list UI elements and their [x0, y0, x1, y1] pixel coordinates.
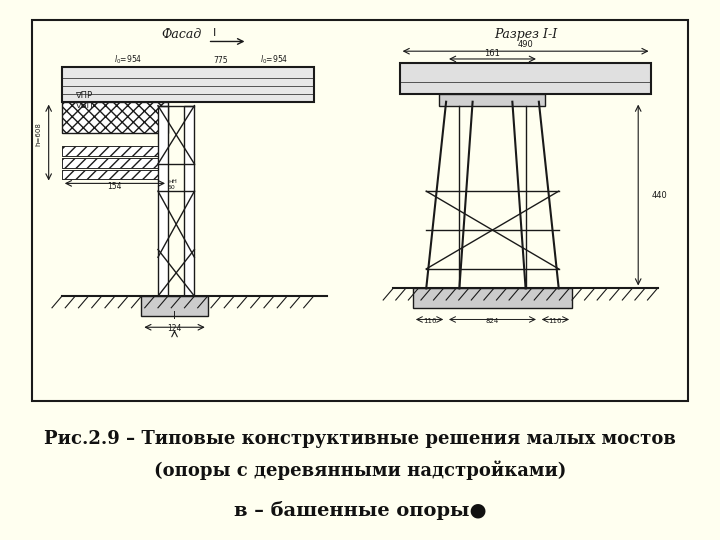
Text: h=608: h=608	[36, 122, 42, 145]
Text: 161: 161	[485, 49, 500, 58]
Text: 775: 775	[214, 56, 228, 65]
Text: 124: 124	[167, 324, 181, 333]
Text: I: I	[173, 312, 176, 321]
Bar	[413, 288, 572, 308]
Bar	[62, 102, 168, 133]
Bar	[184, 106, 194, 296]
Text: 440: 440	[652, 191, 667, 200]
Bar	[62, 146, 168, 156]
Text: Разрез I-I: Разрез I-I	[494, 28, 557, 41]
Text: Фасад: Фасад	[161, 28, 202, 41]
Bar	[62, 170, 168, 179]
Bar	[62, 158, 168, 168]
Text: I: I	[212, 28, 216, 38]
Text: ∇ПР: ∇ПР	[75, 91, 92, 100]
Text: 154: 154	[108, 182, 122, 191]
Bar	[62, 158, 168, 168]
Bar	[439, 94, 546, 106]
Text: $l_0$=954: $l_0$=954	[114, 54, 143, 66]
Bar	[62, 67, 314, 102]
Text: $l_0$=954: $l_0$=954	[260, 54, 288, 66]
Text: (опоры с деревянными надстройками): (опоры с деревянными надстройками)	[154, 460, 566, 480]
Text: 116: 116	[549, 319, 562, 325]
Bar	[62, 170, 168, 179]
Text: ∇БП: ∇БП	[75, 100, 93, 110]
Bar	[400, 63, 652, 94]
Text: 116: 116	[423, 319, 436, 325]
Text: 824: 824	[486, 319, 499, 325]
Bar	[62, 102, 168, 133]
Text: нН
50: нН 50	[168, 179, 177, 190]
Text: в – башенные опоры●: в – башенные опоры●	[234, 501, 486, 520]
Bar	[62, 146, 168, 156]
Text: 490: 490	[518, 40, 534, 49]
Bar	[158, 106, 168, 296]
Text: Рис.2.9 – Типовые конструктивные решения малых мостов: Рис.2.9 – Типовые конструктивные решения…	[44, 430, 676, 448]
Bar	[141, 296, 207, 315]
